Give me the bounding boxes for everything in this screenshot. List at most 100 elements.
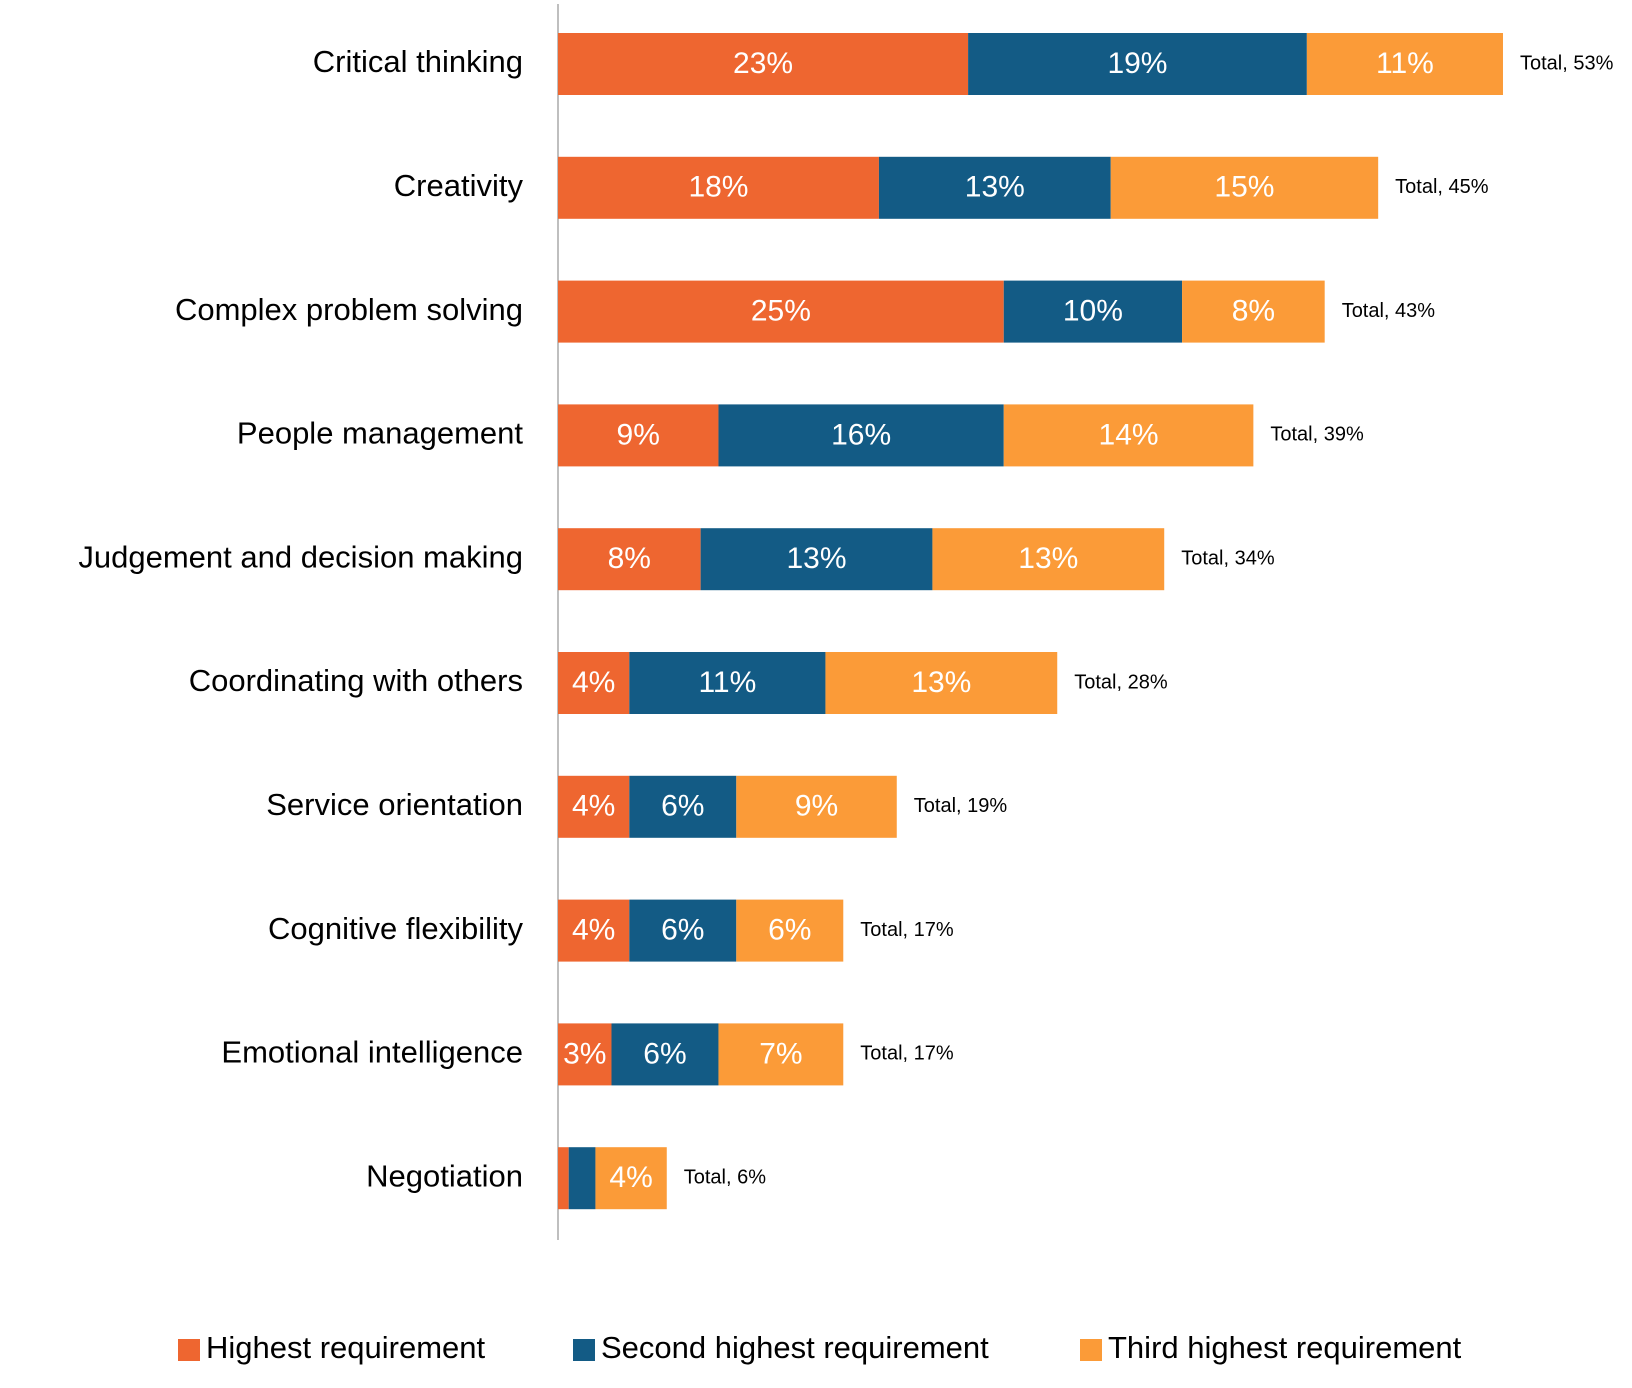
bar-row: Critical thinking 23% 19% 11% Total, 53% xyxy=(313,33,1614,95)
segment-value-label: 8% xyxy=(608,542,651,575)
bar-row: Cognitive flexibility 4% 6% 6% Total, 17% xyxy=(268,899,954,962)
bar-segment-series-3 xyxy=(718,1023,844,1086)
segment-value-label: 13% xyxy=(787,542,847,575)
total-label: Total, 53% xyxy=(1520,52,1614,74)
bar-segment-series-3 xyxy=(1003,404,1254,467)
bar-segment-series-1 xyxy=(558,1147,569,1210)
legend: Highest requirement Second highest requir… xyxy=(178,1330,1462,1365)
bar-row: People management 9% 16% 14% Total, 39% xyxy=(237,404,1364,467)
legend-label: Highest requirement xyxy=(206,1330,486,1365)
total-label: Total, 6% xyxy=(684,1166,766,1188)
bar-segment-series-2 xyxy=(611,1023,719,1086)
segment-value-label: 13% xyxy=(911,666,971,699)
total-label: Total, 19% xyxy=(914,795,1008,817)
legend-item: Highest requirement xyxy=(178,1330,486,1365)
total-label: Total, 17% xyxy=(860,919,954,941)
segment-value-label: 3% xyxy=(563,1037,606,1070)
segment-value-label: 7% xyxy=(759,1037,802,1070)
bar-segment-series-2 xyxy=(700,528,933,591)
bar-segment-series-1 xyxy=(558,652,630,714)
bar-segment-series-1 xyxy=(558,33,969,95)
segment-value-label: 10% xyxy=(1063,295,1123,328)
bar-row: Emotional intelligence 3% 6% 7% Total, 17% xyxy=(221,1023,954,1086)
legend-swatch xyxy=(1080,1339,1102,1361)
segment-value-label: 9% xyxy=(617,418,660,451)
segment-value-label: 11% xyxy=(698,666,756,699)
bar-segment-series-2 xyxy=(1003,280,1183,343)
bar-segment-series-1 xyxy=(558,404,719,467)
bar-segment-series-2 xyxy=(878,156,1111,219)
bar-row: Complex problem solving 25% 10% 8% Total, 43… xyxy=(175,280,1436,343)
bar-segment-series-3 xyxy=(1182,280,1325,343)
category-label: Cognitive flexibility xyxy=(268,911,523,946)
category-label: People management xyxy=(237,416,523,451)
bar-segment-series-3 xyxy=(1306,33,1503,95)
bar-segment-series-3 xyxy=(736,899,844,962)
bar-segment-series-2 xyxy=(718,404,1004,467)
segment-value-label: 15% xyxy=(1214,171,1274,204)
segment-value-label: 6% xyxy=(661,790,704,823)
bar-segment-series-3 xyxy=(825,652,1058,714)
bar-segment-series-3 xyxy=(736,775,897,838)
segment-value-label: 18% xyxy=(688,171,748,204)
bars-group: Critical thinking 23% 19% 11% Total, 53% Crea… xyxy=(78,33,1614,1210)
segment-value-label: 8% xyxy=(1232,295,1275,328)
legend-swatch xyxy=(178,1339,200,1361)
total-label: Total, 45% xyxy=(1395,176,1489,198)
bar-segment-series-1 xyxy=(558,1023,612,1086)
segment-value-label: 6% xyxy=(768,914,811,947)
bar-segment-series-1 xyxy=(558,528,701,591)
total-label: Total, 17% xyxy=(860,1043,954,1065)
category-label: Emotional intelligence xyxy=(221,1035,523,1070)
segment-value-label: 9% xyxy=(795,790,838,823)
segment-value-label: 11% xyxy=(1376,47,1434,80)
bar-row: Service orientation 4% 6% 9% Total, 19% xyxy=(266,775,1008,838)
total-label: Total, 43% xyxy=(1342,300,1436,322)
segment-value-label: 4% xyxy=(609,1161,652,1194)
category-label: Judgement and decision making xyxy=(78,539,523,574)
bar-segment-series-2 xyxy=(629,775,737,838)
legend-label: Second highest requirement xyxy=(601,1330,989,1365)
bar-row: Coordinating with others 4% 11% 13% Total, 2… xyxy=(189,652,1168,714)
segment-value-label: 6% xyxy=(661,914,704,947)
segment-value-label: 16% xyxy=(831,418,891,451)
category-label: Complex problem solving xyxy=(175,292,523,327)
segment-value-label: 4% xyxy=(572,666,615,699)
bar-segment-series-2 xyxy=(629,652,826,714)
legend-item: Second highest requirement xyxy=(573,1330,989,1365)
legend-item: Third highest requirement xyxy=(1080,1330,1462,1365)
segment-value-label: 4% xyxy=(572,790,615,823)
total-label: Total, 34% xyxy=(1181,547,1275,569)
bar-segment-series-2 xyxy=(568,1147,596,1210)
bar-segment-series-1 xyxy=(558,280,1004,343)
bar-segment-series-3 xyxy=(595,1147,667,1210)
legend-label: Third highest requirement xyxy=(1108,1330,1462,1365)
bar-row: Creativity 18% 13% 15% Total, 45% xyxy=(394,156,1489,219)
bar-segment-series-1 xyxy=(558,899,630,962)
category-label: Coordinating with others xyxy=(189,663,523,698)
bar-segment-series-1 xyxy=(558,775,630,838)
category-label: Creativity xyxy=(394,168,524,203)
bar-row: Negotiation 4% Total, 6% xyxy=(366,1147,766,1210)
segment-value-label: 19% xyxy=(1107,47,1167,80)
bar-segment-series-1 xyxy=(558,156,879,219)
category-label: Critical thinking xyxy=(313,44,523,79)
segment-value-label: 6% xyxy=(643,1037,686,1070)
segment-value-label: 23% xyxy=(733,47,793,80)
segment-value-label: 4% xyxy=(572,914,615,947)
bar-row: Judgement and decision making 8% 13% 13% Tot… xyxy=(78,528,1275,591)
segment-value-label: 13% xyxy=(965,171,1025,204)
category-label: Negotiation xyxy=(366,1158,523,1193)
bar-segment-series-2 xyxy=(968,33,1307,95)
segment-value-label: 25% xyxy=(751,295,811,328)
segment-value-label: 13% xyxy=(1018,542,1078,575)
total-label: Total, 39% xyxy=(1270,424,1364,446)
segment-value-label: 14% xyxy=(1099,418,1159,451)
category-label: Service orientation xyxy=(266,787,523,822)
total-label: Total, 28% xyxy=(1074,671,1168,693)
bar-segment-series-3 xyxy=(1110,156,1379,219)
bar-segment-series-2 xyxy=(629,899,737,962)
bar-segment-series-3 xyxy=(932,528,1165,591)
legend-swatch xyxy=(573,1339,595,1361)
